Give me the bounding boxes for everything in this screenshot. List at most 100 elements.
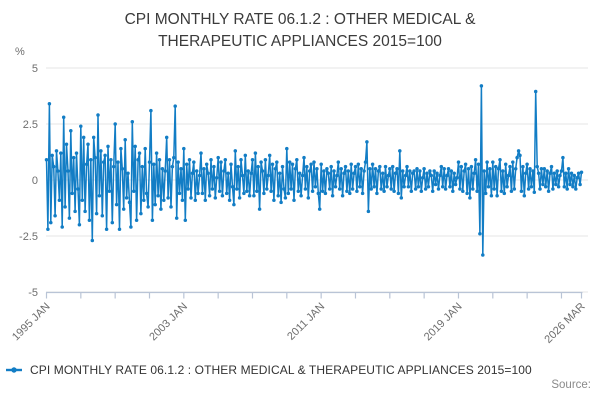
- data-point[interactable]: [572, 173, 577, 178]
- data-point[interactable]: [440, 184, 445, 189]
- data-point[interactable]: [147, 160, 152, 164]
- data-point[interactable]: [150, 218, 155, 223]
- data-point[interactable]: [74, 151, 79, 155]
- data-point[interactable]: [356, 162, 361, 167]
- data-point[interactable]: [262, 191, 266, 196]
- data-point[interactable]: [330, 193, 335, 198]
- data-point[interactable]: [483, 191, 488, 196]
- data-point[interactable]: [255, 189, 259, 193]
- data-point[interactable]: [406, 184, 411, 189]
- data-point[interactable]: [545, 169, 549, 173]
- data-point[interactable]: [443, 187, 448, 191]
- data-point[interactable]: [556, 184, 561, 189]
- data-point[interactable]: [423, 187, 428, 191]
- data-point[interactable]: [79, 124, 83, 128]
- data-point[interactable]: [340, 193, 345, 198]
- data-point[interactable]: [172, 155, 176, 160]
- data-point[interactable]: [370, 162, 375, 167]
- data-point[interactable]: [549, 164, 554, 169]
- data-point[interactable]: [164, 135, 169, 140]
- data-point[interactable]: [509, 189, 514, 193]
- data-point[interactable]: [70, 191, 74, 196]
- data-point[interactable]: [174, 216, 179, 220]
- data-point[interactable]: [558, 173, 562, 178]
- data-point[interactable]: [270, 162, 275, 167]
- data-point[interactable]: [568, 182, 572, 187]
- data-point[interactable]: [373, 167, 378, 171]
- data-point[interactable]: [536, 171, 541, 176]
- data-point[interactable]: [516, 149, 521, 153]
- data-point[interactable]: [227, 198, 232, 202]
- data-point[interactable]: [466, 167, 471, 171]
- data-point[interactable]: [196, 191, 200, 196]
- data-point[interactable]: [380, 171, 385, 176]
- data-point[interactable]: [190, 171, 195, 176]
- data-point[interactable]: [432, 169, 436, 173]
- data-point[interactable]: [519, 189, 524, 193]
- data-point[interactable]: [111, 164, 116, 169]
- data-point[interactable]: [436, 187, 441, 191]
- data-point[interactable]: [320, 189, 325, 193]
- data-point[interactable]: [287, 160, 292, 164]
- data-point[interactable]: [382, 189, 386, 193]
- data-point[interactable]: [220, 193, 225, 198]
- data-point[interactable]: [309, 162, 313, 167]
- data-point[interactable]: [366, 209, 371, 214]
- data-point[interactable]: [316, 191, 321, 196]
- data-point[interactable]: [322, 169, 326, 173]
- data-point[interactable]: [257, 207, 262, 211]
- data-point[interactable]: [246, 169, 250, 173]
- data-point[interactable]: [335, 173, 339, 178]
- data-point[interactable]: [465, 191, 469, 196]
- data-point[interactable]: [230, 184, 235, 189]
- data-point[interactable]: [50, 153, 54, 158]
- data-point[interactable]: [463, 162, 468, 167]
- data-point[interactable]: [555, 169, 559, 173]
- data-point[interactable]: [223, 158, 228, 162]
- data-point[interactable]: [569, 171, 574, 176]
- data-point[interactable]: [473, 158, 478, 162]
- data-point[interactable]: [160, 167, 165, 171]
- data-point[interactable]: [503, 162, 508, 167]
- data-point[interactable]: [390, 164, 395, 169]
- data-point[interactable]: [538, 187, 542, 191]
- data-point[interactable]: [265, 187, 269, 191]
- data-point[interactable]: [396, 191, 401, 196]
- data-point[interactable]: [342, 171, 346, 176]
- data-point[interactable]: [130, 120, 135, 124]
- data-point[interactable]: [355, 189, 359, 193]
- data-point[interactable]: [91, 135, 96, 140]
- data-point[interactable]: [461, 189, 465, 193]
- data-point[interactable]: [399, 196, 404, 200]
- data-point[interactable]: [149, 108, 153, 113]
- data-point[interactable]: [210, 187, 215, 191]
- data-point[interactable]: [350, 187, 355, 191]
- data-point[interactable]: [565, 187, 569, 191]
- data-point[interactable]: [446, 167, 451, 171]
- data-point[interactable]: [358, 184, 362, 189]
- data-point[interactable]: [200, 191, 205, 196]
- data-point[interactable]: [203, 198, 208, 202]
- data-point[interactable]: [217, 189, 222, 193]
- data-point[interactable]: [352, 171, 356, 176]
- data-point[interactable]: [372, 184, 376, 189]
- data-point[interactable]: [76, 187, 80, 191]
- data-point[interactable]: [142, 198, 146, 202]
- data-point[interactable]: [403, 173, 408, 178]
- data-point[interactable]: [240, 173, 245, 178]
- data-point[interactable]: [143, 146, 147, 151]
- data-point[interactable]: [378, 164, 382, 169]
- data-point[interactable]: [276, 193, 280, 198]
- data-point[interactable]: [90, 238, 95, 243]
- data-point[interactable]: [233, 149, 238, 153]
- data-point[interactable]: [485, 160, 489, 164]
- data-point[interactable]: [425, 171, 429, 176]
- data-point[interactable]: [574, 187, 578, 191]
- data-point[interactable]: [97, 193, 102, 198]
- data-point[interactable]: [426, 184, 431, 189]
- data-point[interactable]: [87, 218, 92, 223]
- data-point[interactable]: [157, 158, 162, 162]
- data-point[interactable]: [346, 169, 351, 173]
- data-point[interactable]: [337, 187, 342, 191]
- data-point[interactable]: [260, 169, 265, 173]
